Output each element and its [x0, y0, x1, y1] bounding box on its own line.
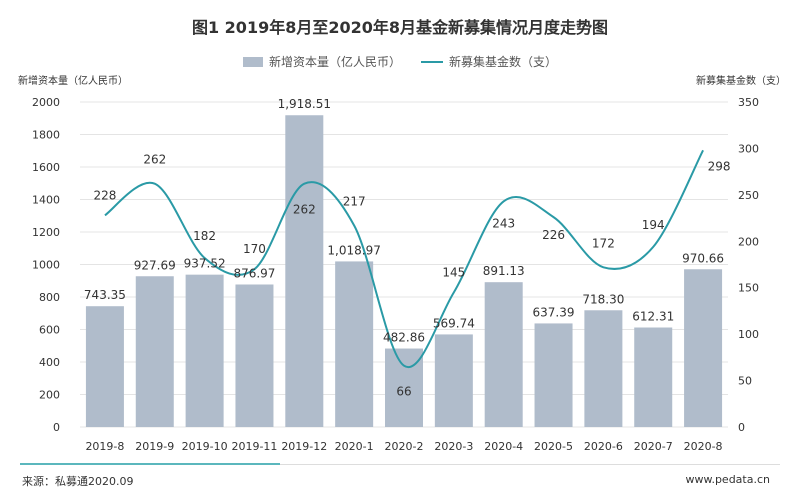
left-tick-label: 200 [39, 389, 60, 402]
right-axis-label: 新募集基金数（支） [696, 76, 786, 87]
right-tick-label: 150 [738, 282, 759, 295]
line-data-label: 194 [642, 218, 665, 232]
line-data-label: 182 [193, 229, 216, 243]
left-tick-label: 400 [39, 356, 60, 369]
legend-line-label: 新募集基金数（支） [449, 55, 558, 69]
series-line [104, 149, 704, 369]
left-tick-label: 1600 [32, 161, 60, 174]
line-data-label: 226 [542, 228, 565, 242]
left-tick-label: 800 [39, 291, 60, 304]
left-tick-label: 1400 [32, 194, 60, 207]
bar [684, 269, 723, 427]
left-tick-label: 1000 [32, 259, 60, 272]
right-tick-label: 0 [738, 421, 745, 434]
line-data-label: 243 [492, 216, 515, 230]
bar-data-label: 569.74 [433, 316, 475, 330]
x-tick-label: 2020-4 [484, 440, 523, 453]
right-tick-label: 350 [738, 96, 759, 109]
left-tick-label: 600 [39, 324, 60, 337]
line-data-label: 262 [293, 203, 316, 217]
right-tick-label: 200 [738, 235, 759, 248]
bar-data-label: 482.86 [383, 331, 425, 345]
bar-data-label: 1,918.51 [278, 97, 331, 111]
bar [285, 115, 324, 427]
x-tick-label: 2020-1 [335, 440, 374, 453]
bar [434, 334, 473, 427]
line-data-label: 228 [93, 188, 116, 202]
x-tick-label: 2019-10 [182, 440, 228, 453]
bar [484, 282, 523, 427]
right-tick-label: 250 [738, 189, 759, 202]
left-tick-label: 1800 [32, 129, 60, 142]
bar-data-label: 927.69 [134, 258, 176, 272]
legend-bar-label: 新增资本量（亿人民币） [268, 55, 401, 69]
chart-title: 图1 2019年8月至2020年8月基金新募集情况月度走势图 [191, 18, 609, 37]
site-url: www.pedata.cn [685, 473, 770, 486]
x-tick-label: 2020-5 [534, 440, 573, 453]
legend-bar-swatch [242, 56, 263, 67]
line-data-label: 172 [592, 236, 615, 250]
footer-divider [20, 464, 780, 465]
left-axis-label: 新增资本量（亿人民币） [18, 76, 128, 87]
x-tick-label: 2019-9 [135, 440, 174, 453]
bar-data-label: 637.39 [533, 305, 575, 319]
source-note: 来源：私募通2020.09 [22, 475, 134, 488]
bar [584, 310, 623, 427]
right-tick-label: 100 [738, 328, 759, 341]
bar [634, 327, 673, 427]
bar [534, 323, 573, 427]
bar [335, 261, 374, 427]
legend: 新增资本量（亿人民币） 新募集基金数（支） [0, 53, 800, 70]
bar-data-label: 1,018.97 [327, 243, 380, 257]
left-tick-label: 1200 [32, 226, 60, 239]
legend-line-swatch [421, 60, 443, 63]
x-tick-label: 2019-11 [231, 440, 277, 453]
line-data-label: 170 [243, 242, 266, 256]
line-data-label: 217 [343, 195, 366, 209]
x-tick-label: 2020-2 [385, 440, 424, 453]
footer-divider-accent [20, 463, 280, 465]
bar [185, 274, 224, 427]
right-tick-label: 50 [738, 375, 752, 388]
line-data-label: 262 [143, 153, 166, 167]
left-tick-label: 0 [53, 421, 60, 434]
line-data-label: 145 [442, 265, 465, 279]
bar-data-label: 876.97 [233, 266, 275, 280]
bar-data-label: 743.35 [84, 288, 126, 302]
line-data-label: 66 [396, 385, 411, 399]
bar [85, 306, 124, 427]
x-tick-label: 2019-12 [281, 440, 327, 453]
bar-data-label: 718.30 [582, 292, 624, 306]
x-tick-label: 2020-7 [634, 440, 673, 453]
bar-data-label: 891.13 [483, 264, 525, 278]
x-tick-label: 2020-8 [684, 440, 723, 453]
bar-data-label: 612.31 [632, 309, 674, 323]
left-tick-label: 2000 [32, 96, 60, 109]
bar [235, 284, 274, 427]
x-tick-label: 2020-3 [434, 440, 473, 453]
x-tick-label: 2020-6 [584, 440, 623, 453]
x-tick-label: 2019-8 [85, 440, 124, 453]
bar-data-label: 970.66 [682, 251, 724, 265]
plot-area: 0 200 400 600 800 1000 1200 1400 1600 1800 2000 0 50… [32, 96, 759, 453]
bar [135, 276, 174, 427]
bar-data-label: 937.52 [184, 257, 226, 271]
right-tick-label: 300 [738, 142, 759, 155]
line-data-label: 298 [708, 159, 731, 173]
